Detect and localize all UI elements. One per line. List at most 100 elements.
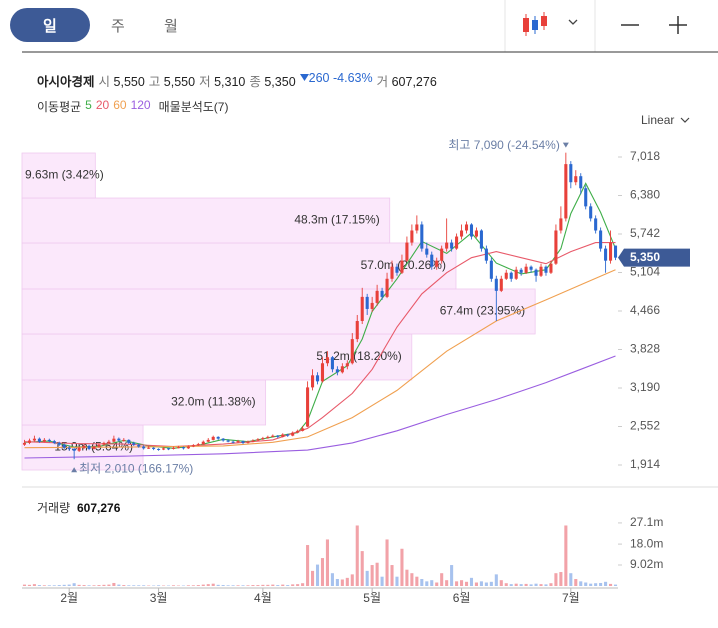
volume-bar bbox=[157, 585, 161, 586]
candle-body bbox=[375, 290, 379, 303]
candle-type-icon[interactable] bbox=[523, 12, 547, 36]
volume-bar bbox=[281, 584, 285, 586]
tab-pill[interactable] bbox=[10, 8, 90, 42]
volume-bar bbox=[524, 583, 528, 586]
candle-body bbox=[564, 164, 568, 219]
quote-label: 저 bbox=[199, 75, 211, 89]
zoom-in[interactable] bbox=[669, 16, 687, 34]
legend-item[interactable]: 20 bbox=[95, 98, 110, 112]
volume-bar bbox=[32, 584, 36, 586]
volume-bar bbox=[455, 581, 459, 586]
volume-bar bbox=[489, 581, 493, 586]
volume-bar bbox=[405, 569, 409, 586]
volume-bar bbox=[425, 581, 429, 586]
candle-body bbox=[201, 441, 205, 445]
candle-body bbox=[340, 366, 344, 373]
candle-body bbox=[494, 278, 498, 291]
quote-value: 5,310 bbox=[214, 75, 246, 89]
profile-label: 67.4m (23.95%) bbox=[440, 304, 525, 318]
tab[interactable]: 월 bbox=[164, 18, 178, 35]
candle-body bbox=[162, 448, 166, 450]
volume-bar bbox=[291, 584, 295, 586]
volume-bar bbox=[231, 585, 235, 586]
volume-bar bbox=[137, 585, 141, 586]
volume-bar bbox=[609, 583, 613, 586]
candle-body bbox=[42, 439, 46, 442]
candle-body bbox=[544, 266, 548, 273]
down-arrow bbox=[299, 74, 309, 81]
candle-body bbox=[62, 444, 66, 448]
candle-body bbox=[415, 224, 419, 231]
candle-body bbox=[47, 439, 51, 442]
x-tick-label: 2월 bbox=[60, 591, 78, 605]
candle-body bbox=[430, 254, 434, 267]
legend-item[interactable]: 120 bbox=[130, 98, 151, 112]
volume-bar bbox=[171, 585, 176, 586]
volume-bar bbox=[186, 585, 190, 586]
candle-body bbox=[460, 230, 464, 237]
candle-body bbox=[589, 206, 593, 219]
profile-label[interactable]: 매물분석도(7) bbox=[158, 100, 229, 114]
candle-body bbox=[216, 436, 220, 439]
candle-body bbox=[534, 269, 538, 276]
quote-label: 거 bbox=[376, 75, 389, 89]
dropdown-icon[interactable] bbox=[568, 19, 578, 25]
quote-value: 5,550 bbox=[163, 75, 196, 89]
candle-body bbox=[609, 242, 613, 261]
candle-body bbox=[579, 176, 583, 189]
candle-body bbox=[231, 441, 235, 443]
low-marker bbox=[71, 467, 78, 473]
ma-label: 이동평균 bbox=[37, 100, 82, 114]
candle-body bbox=[479, 230, 483, 249]
candle-body bbox=[335, 369, 339, 373]
volume-bar bbox=[464, 581, 469, 586]
volume-bar bbox=[97, 585, 101, 586]
scale-mode[interactable]: Linear bbox=[641, 113, 674, 127]
volume-bar bbox=[410, 573, 414, 586]
candle-body bbox=[52, 441, 56, 443]
candle-body bbox=[97, 444, 101, 447]
candle-body bbox=[435, 260, 439, 267]
volume-bar bbox=[435, 582, 439, 586]
candle-body bbox=[236, 441, 240, 443]
volume-bar bbox=[430, 580, 434, 586]
volume-bar bbox=[221, 585, 225, 586]
volume-bar bbox=[102, 584, 106, 586]
candle-body bbox=[87, 445, 91, 449]
stock-name: 아시아경제 bbox=[37, 75, 95, 89]
candle-body bbox=[181, 447, 185, 449]
candle-body bbox=[405, 242, 409, 261]
candle-body bbox=[514, 269, 518, 279]
volume-bar bbox=[380, 576, 384, 586]
candle-body bbox=[504, 272, 508, 279]
candle-body bbox=[132, 442, 136, 445]
candle-body bbox=[37, 438, 41, 442]
candle-body bbox=[509, 272, 513, 279]
candle-body bbox=[102, 442, 106, 445]
volume-bar bbox=[549, 583, 553, 586]
volume-bar bbox=[514, 583, 518, 586]
volume-bar bbox=[127, 585, 131, 586]
profile-label: 9.63m (3.42%) bbox=[25, 168, 104, 182]
legend-item[interactable]: 5 bbox=[85, 98, 92, 112]
candle-body bbox=[122, 439, 126, 441]
volume-bar bbox=[42, 585, 46, 586]
scale-chevron[interactable] bbox=[680, 117, 690, 123]
volume-bar bbox=[77, 584, 81, 586]
high-marker bbox=[562, 142, 569, 148]
legend-item[interactable]: 60 bbox=[113, 98, 127, 112]
profile-label: 48.3m (17.15%) bbox=[294, 213, 379, 227]
candle-body bbox=[147, 447, 151, 449]
candle-body bbox=[584, 188, 588, 207]
volume-bar bbox=[599, 582, 603, 586]
volume-bar bbox=[92, 585, 96, 586]
candle-body bbox=[27, 440, 31, 443]
candle-body bbox=[57, 442, 61, 445]
volume-bar bbox=[613, 584, 618, 586]
candle-body bbox=[330, 357, 334, 370]
candle-body bbox=[574, 176, 578, 183]
candle-body bbox=[226, 440, 230, 442]
tab[interactable]: 주 bbox=[111, 18, 125, 35]
volume-bar bbox=[67, 584, 71, 586]
tab[interactable]: 일 bbox=[43, 18, 57, 35]
